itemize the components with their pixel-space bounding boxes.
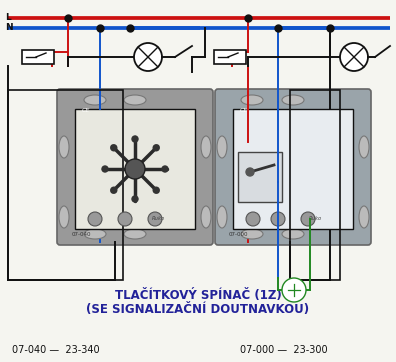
Circle shape	[132, 136, 138, 142]
Text: CE: CE	[240, 108, 248, 113]
Bar	[75, 109, 195, 229]
Text: L: L	[5, 13, 11, 21]
Text: TLAČÍTKOVÝ SPÍNAČ (1Z): TLAČÍTKOVÝ SPÍNAČ (1Z)	[114, 289, 282, 302]
Bar	[238, 152, 282, 202]
Text: 07-040: 07-040	[72, 232, 91, 237]
Circle shape	[148, 212, 162, 226]
Ellipse shape	[201, 136, 211, 158]
Text: CE: CE	[82, 108, 90, 113]
Circle shape	[153, 187, 159, 193]
Text: Ruko: Ruko	[309, 216, 322, 221]
Bar	[290, 90, 340, 280]
FancyBboxPatch shape	[215, 89, 371, 245]
Ellipse shape	[241, 229, 263, 239]
Ellipse shape	[217, 136, 227, 158]
Circle shape	[246, 168, 254, 176]
Ellipse shape	[282, 95, 304, 105]
Text: Ruko: Ruko	[152, 216, 165, 221]
Circle shape	[125, 159, 145, 179]
Ellipse shape	[59, 206, 69, 228]
Circle shape	[340, 43, 368, 71]
Circle shape	[102, 166, 108, 172]
Bar	[233, 109, 353, 229]
Circle shape	[246, 212, 260, 226]
Circle shape	[282, 278, 306, 302]
Circle shape	[132, 196, 138, 202]
Circle shape	[134, 43, 162, 71]
Ellipse shape	[84, 95, 106, 105]
Ellipse shape	[359, 136, 369, 158]
Circle shape	[271, 212, 285, 226]
Ellipse shape	[124, 229, 146, 239]
Ellipse shape	[201, 206, 211, 228]
Circle shape	[301, 212, 315, 226]
FancyBboxPatch shape	[57, 89, 213, 245]
Circle shape	[153, 145, 159, 151]
Ellipse shape	[84, 229, 106, 239]
Bar	[8, 90, 123, 280]
Text: 07-000 —  23-300: 07-000 — 23-300	[240, 345, 327, 355]
Ellipse shape	[282, 229, 304, 239]
Circle shape	[111, 145, 117, 151]
Circle shape	[162, 166, 168, 172]
Circle shape	[118, 212, 132, 226]
Text: (SE SIGNALIZAČNÍ DOUTNAVKOU): (SE SIGNALIZAČNÍ DOUTNAVKOU)	[86, 303, 310, 316]
Bar	[214, 50, 246, 64]
Circle shape	[88, 212, 102, 226]
Text: N: N	[5, 22, 13, 31]
Ellipse shape	[217, 206, 227, 228]
Ellipse shape	[241, 95, 263, 105]
Text: 07-000: 07-000	[229, 232, 249, 237]
Ellipse shape	[59, 136, 69, 158]
Ellipse shape	[359, 206, 369, 228]
Ellipse shape	[124, 95, 146, 105]
Text: 07-040 —  23-340: 07-040 — 23-340	[12, 345, 100, 355]
Bar	[22, 50, 54, 64]
Circle shape	[111, 187, 117, 193]
